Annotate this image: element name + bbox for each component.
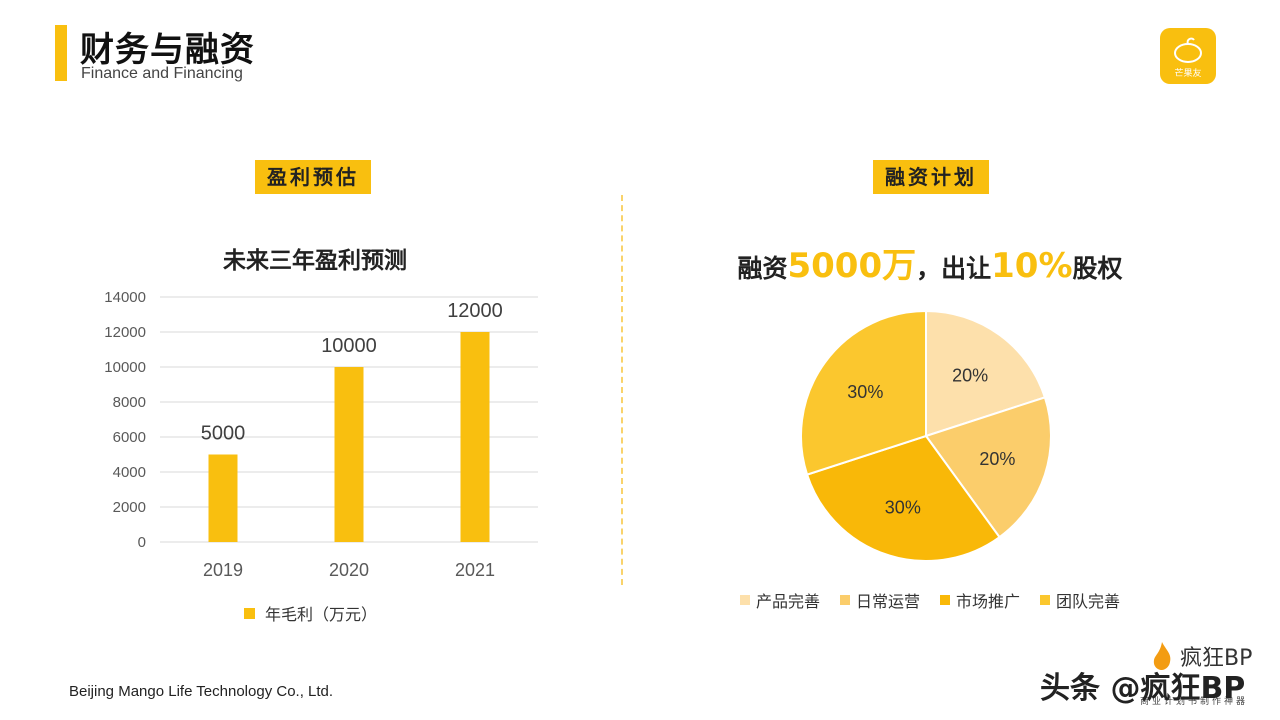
page-subtitle: Finance and Financing (81, 65, 243, 82)
pie-slice-2 (924, 396, 1052, 539)
title-accent-bar (55, 25, 67, 81)
pie-legend-swatch (940, 595, 951, 605)
y-tick-label: 2000 (113, 499, 146, 516)
funding-pie-chart: 20% 20% 30% 30% (800, 309, 1052, 562)
mango-icon (1174, 37, 1202, 63)
pie-legend-item: 市场推广 (940, 588, 1020, 612)
watermark-brand: 疯狂BP (1150, 640, 1252, 672)
pie-slice-label: 20% (952, 365, 988, 385)
y-tick-label: 14000 (104, 289, 146, 306)
flame-icon (1153, 642, 1171, 670)
pie-slice-3 (805, 434, 1001, 562)
page-title: 财务与融资 (80, 30, 255, 70)
profit-bar-chart: 0 2000 4000 6000 8000 10000 12000 14000 5000 2019… (104, 289, 538, 580)
legend-label: 年毛利（万元） (265, 605, 378, 624)
x-tick-label: 2021 (455, 560, 495, 580)
pie-legend-label: 团队完善 (1056, 592, 1121, 611)
x-tick-label: 2020 (329, 560, 369, 580)
bar-2020 (334, 367, 364, 542)
pie-legend-swatch (1040, 595, 1051, 605)
headline-text-2: ，出让 (916, 254, 992, 283)
bar-data-label: 12000 (447, 300, 503, 322)
pie-legend-swatch (840, 595, 851, 605)
pie-slice-4 (800, 309, 927, 476)
bar-data-label: 5000 (201, 423, 246, 445)
logo-text: 芒果友 (1174, 69, 1202, 79)
financing-headline: 融资5000万，出让10%股权 (620, 238, 1240, 287)
company-footer: Beijing Mango Life Technology Co., Ltd. (69, 683, 334, 700)
bar-2021 (460, 332, 490, 542)
x-tick-label: 2019 (203, 560, 243, 580)
y-tick-label: 12000 (104, 324, 146, 341)
bar-chart-title: 未来三年盈利预测 (223, 248, 407, 274)
pie-legend-swatch (740, 595, 750, 605)
watermark-subtitle: 商业计划书制作神器 (1140, 697, 1249, 707)
profit-estimate-label: 盈利预估 (255, 160, 371, 194)
pie-legend-label: 产品完善 (756, 592, 821, 611)
pie-legend-item: 团队完善 (1040, 588, 1120, 612)
bar-data-label: 10000 (321, 335, 377, 357)
bar-2019 (208, 454, 238, 542)
headline-text-3: 股权 (1072, 254, 1123, 283)
financing-plan-label: 融资计划 (873, 160, 989, 194)
pie-chart-legend: 产品完善 日常运营 市场推广 团队完善 (740, 588, 1140, 612)
pie-slice-1 (925, 309, 1047, 438)
y-tick-label: 6000 (113, 429, 146, 446)
pie-slice-label: 30% (885, 497, 921, 517)
pie-slice-label: 20% (979, 449, 1015, 469)
y-tick-label: 4000 (113, 464, 146, 481)
watermark-brand-text: 疯狂BP (1180, 646, 1253, 671)
watermark-toutiao: 头条 @疯狂BP (1040, 671, 1246, 706)
headline-percent: 10% (991, 246, 1073, 286)
legend-swatch (244, 607, 255, 619)
bar-chart-legend: 年毛利（万元） (244, 601, 377, 625)
pie-legend-item: 产品完善 (740, 588, 820, 612)
pie-legend-item: 日常运营 (840, 588, 920, 612)
y-tick-label: 10000 (104, 359, 146, 376)
y-tick-label: 8000 (113, 394, 146, 411)
section-divider (621, 195, 623, 585)
pie-legend-label: 日常运营 (856, 592, 921, 611)
headline-amount: 5000万 (787, 246, 917, 286)
pie-legend-label: 市场推广 (956, 592, 1021, 611)
pie-slice-label: 30% (847, 382, 883, 402)
headline-text-1: 融资 (737, 254, 788, 283)
mango-logo: 芒果友 (1160, 28, 1216, 84)
y-tick-label: 0 (138, 534, 146, 551)
